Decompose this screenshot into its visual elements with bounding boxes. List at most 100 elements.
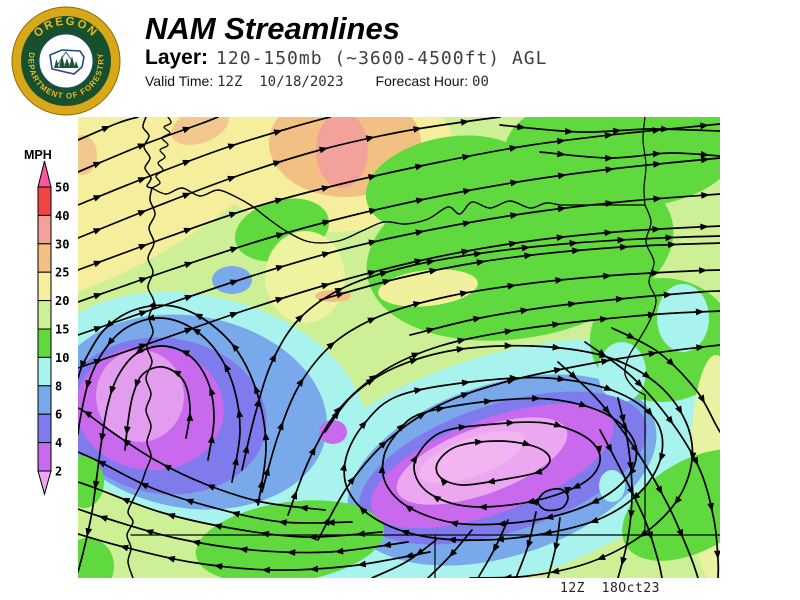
streamline-arrowhead xyxy=(701,192,710,199)
forecast-hour-label: Forecast Hour: xyxy=(375,73,469,90)
streamline-arrowhead xyxy=(138,277,148,284)
streamline-arrowhead xyxy=(144,529,154,536)
streamline-arrows xyxy=(80,118,720,578)
streamline-arrowhead xyxy=(598,351,609,358)
streamline-arrowhead xyxy=(556,234,566,241)
streamline-arrowhead xyxy=(476,259,486,266)
streamline-arrowhead xyxy=(172,370,182,378)
streamline xyxy=(78,193,720,336)
streamline-arrowhead xyxy=(368,374,378,383)
streamline-arrowhead xyxy=(275,296,285,304)
legend-tick-label: 6 xyxy=(55,408,62,422)
streamline-arrowhead xyxy=(628,466,637,476)
wind-speed-blob xyxy=(622,449,720,561)
streamline-arrowhead xyxy=(261,566,271,574)
streamline-arrowhead xyxy=(137,210,147,217)
streamline-arrowhead xyxy=(286,549,296,556)
puget-sound xyxy=(151,117,172,189)
layer-row: Layer: 120-150mb (~3600-4500ft) AGL xyxy=(145,46,547,70)
streamline-arrowhead xyxy=(700,223,709,231)
streamline-arrowhead xyxy=(707,502,714,512)
streamline-arrowhead xyxy=(531,497,540,506)
streamline-arrowhead xyxy=(663,291,673,299)
streamline-arrowhead xyxy=(275,232,285,239)
streamline-arrowhead xyxy=(93,359,103,366)
streamline-arrowhead xyxy=(184,498,194,506)
streamline-arrowhead xyxy=(509,374,519,382)
streamline-arrowhead xyxy=(696,344,705,352)
streamline-arrowhead xyxy=(107,337,116,346)
streamline-arrowhead xyxy=(675,405,683,415)
layer-label: Layer: xyxy=(145,46,209,70)
streamline-arrowhead xyxy=(229,246,239,254)
streamline xyxy=(611,327,720,433)
streamline xyxy=(78,117,139,141)
streamline-arrowhead xyxy=(347,476,356,485)
streamline xyxy=(78,317,241,483)
wind-speed-blob xyxy=(195,500,385,578)
streamline-arrowhead xyxy=(382,541,392,549)
odf-logo: OREGON DEPARTMENT OF FORESTRY xyxy=(11,6,121,116)
streamline-arrowhead xyxy=(404,504,414,513)
legend-segment xyxy=(37,271,52,302)
streamline-arrowhead xyxy=(604,229,614,237)
streamline-arrowhead xyxy=(472,315,482,323)
streamline-arrowhead xyxy=(254,398,261,408)
streamline-arrowhead xyxy=(651,269,660,277)
streamline-arrowhead xyxy=(359,506,368,515)
streamline-arrowhead xyxy=(509,145,519,152)
streamline-arrowhead xyxy=(340,462,347,472)
legend-segment xyxy=(37,413,52,444)
streamline-arrowhead xyxy=(262,431,270,441)
streamline-arrowhead xyxy=(448,548,458,558)
valid-time-value: 12Z 10/18/2023 xyxy=(217,74,344,91)
legend-tick-label: 15 xyxy=(55,323,69,337)
streamline-arrowhead xyxy=(135,346,144,355)
legend-tick-label: 8 xyxy=(55,379,62,393)
streamline-arrowhead xyxy=(644,407,653,417)
streamline-arrowhead xyxy=(569,239,579,247)
streamline-arrowhead xyxy=(604,132,614,139)
coast-oregon xyxy=(126,187,156,578)
wind-speed-blob xyxy=(171,117,229,145)
logo-trees xyxy=(54,55,79,68)
streamline-arrowhead xyxy=(231,511,241,518)
legend-tick-label: 50 xyxy=(55,181,69,195)
streamline-arrowhead xyxy=(447,536,457,544)
streamline-arrowhead xyxy=(273,129,283,136)
streamline-arrowhead xyxy=(119,544,129,552)
streamline xyxy=(599,429,663,578)
streamline-arrowhead xyxy=(478,503,487,511)
streamline-arrowhead xyxy=(396,423,405,432)
streamline-arrowhead xyxy=(700,156,710,164)
streamline xyxy=(409,290,720,336)
streamline-arrowhead xyxy=(368,207,378,215)
streamline-arrowhead xyxy=(564,487,571,496)
streamline-arrowhead xyxy=(689,451,697,461)
streamline-arrowhead xyxy=(109,385,117,395)
streamline-arrowhead xyxy=(326,519,335,526)
streamline-arrowhead xyxy=(557,150,566,158)
streamline-arrowhead xyxy=(356,530,365,538)
streamline-arrowhead xyxy=(557,375,567,383)
streamline-arrowhead xyxy=(137,177,147,184)
streamline-arrowhead xyxy=(462,220,472,228)
snake-river xyxy=(624,204,657,396)
streamline-arrowhead xyxy=(605,443,613,453)
legend-segment xyxy=(37,356,52,387)
streamline-arrowhead xyxy=(603,384,613,391)
legend-segment xyxy=(37,243,52,273)
wind-speed-blob xyxy=(78,538,114,578)
streamline-arrowhead xyxy=(322,219,332,227)
streamline-arrowhead xyxy=(206,484,216,491)
streamline xyxy=(343,376,664,541)
wind-speed-blob xyxy=(599,470,625,502)
streamline-arrowhead xyxy=(275,265,285,272)
streamline-arrowhead xyxy=(213,523,223,530)
valid-time-label: Valid Time: xyxy=(145,73,214,90)
streamline-arrowhead xyxy=(550,567,560,575)
legend-segment xyxy=(37,300,52,330)
streamline-arrowhead xyxy=(251,498,261,506)
streamline xyxy=(78,345,215,573)
streamline-arrowhead xyxy=(269,353,277,363)
